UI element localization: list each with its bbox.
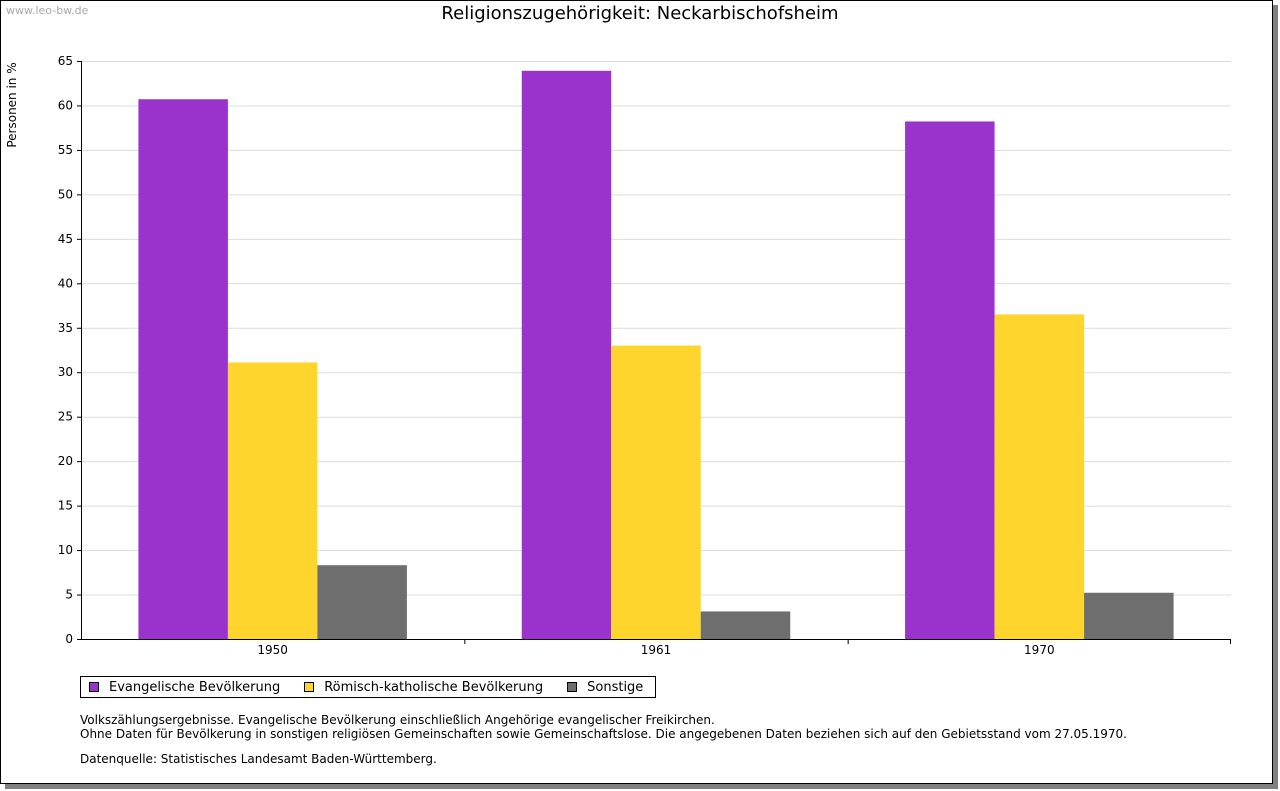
y-tick-label: 60 xyxy=(58,98,73,112)
y-tick-label: 20 xyxy=(58,454,73,468)
legend-item: Sonstige xyxy=(567,680,643,695)
note-line-1: Volkszählungsergebnisse. Evangelische Be… xyxy=(80,713,715,727)
chart-notes: Volkszählungsergebnisse. Evangelische Be… xyxy=(80,713,1127,741)
bar xyxy=(700,611,791,639)
note-line-2: Ohne Daten für Bevölkerung in sonstigen … xyxy=(80,727,1127,741)
legend-label: Evangelische Bevölkerung xyxy=(109,679,281,695)
legend-item: Evangelische Bevölkerung xyxy=(89,680,280,695)
legend-label: Sonstige xyxy=(587,679,644,695)
data-source: Datenquelle: Statistisches Landesamt Bad… xyxy=(80,752,437,766)
x-tick-label: 1950 xyxy=(257,643,288,657)
bar xyxy=(1084,592,1174,639)
y-tick-label: 10 xyxy=(58,543,73,557)
bar xyxy=(905,121,995,639)
x-tick-label: 1961 xyxy=(641,643,672,657)
y-tick-label: 35 xyxy=(58,321,73,335)
y-tick-label: 25 xyxy=(58,410,73,424)
legend-swatch xyxy=(304,682,315,692)
bar xyxy=(994,314,1085,639)
legend: Evangelische Bevölkerung Römisch-katholis… xyxy=(80,676,657,698)
y-tick-label: 15 xyxy=(58,499,73,513)
y-tick-label: 50 xyxy=(58,187,73,201)
y-tick-label: 55 xyxy=(58,143,73,157)
y-tick-label: 45 xyxy=(58,232,73,246)
chart-title: Religionszugehörigkeit: Neckarbischofshe… xyxy=(441,3,839,24)
bar xyxy=(227,362,318,639)
bar xyxy=(138,99,228,639)
legend-swatch xyxy=(567,682,578,692)
watermark: www.leo-bw.de xyxy=(6,4,89,17)
legend-label: Römisch-katholische Bevölkerung xyxy=(324,679,544,695)
bar xyxy=(611,345,701,639)
y-tick-label: 5 xyxy=(65,588,73,602)
legend-item: Römisch-katholische Bevölkerung xyxy=(304,680,543,695)
y-tick-label: 0 xyxy=(65,632,73,646)
y-tick-label: 65 xyxy=(58,54,73,68)
y-tick-label: 40 xyxy=(58,276,73,290)
bar xyxy=(317,565,407,639)
bar-chart: 0 5 10 15 20 25 30 35 40 45 50 55 60 65 1950 1961 1970 xyxy=(58,54,1231,657)
bar xyxy=(521,70,612,639)
x-tick-label: 1970 xyxy=(1024,643,1055,657)
y-tick-label: 30 xyxy=(58,365,73,379)
legend-swatch xyxy=(89,682,99,692)
